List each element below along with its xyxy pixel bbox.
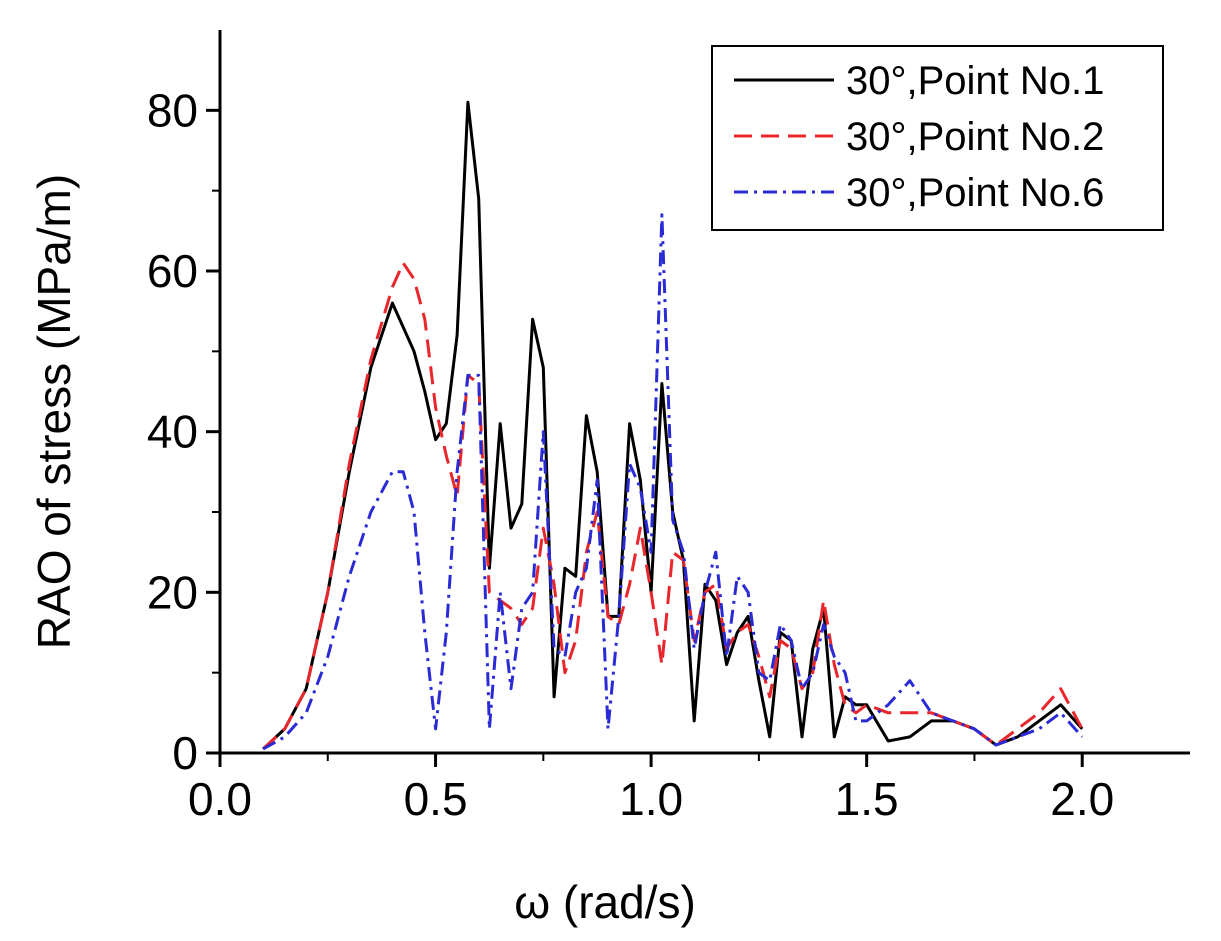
y-tick-label: 60 <box>147 245 198 297</box>
y-axis-title: RAO of stress (MPa/m) <box>28 174 80 649</box>
axes: 0.0 0.5 1.0 1.5 2.0 0 20 40 60 80 <box>147 30 1190 825</box>
y-tick-label: 0 <box>172 727 198 779</box>
x-tick-label: 1.0 <box>619 773 683 825</box>
series-3 <box>262 213 1084 751</box>
y-tick-label: 20 <box>147 566 198 618</box>
series-layer <box>262 100 1084 751</box>
x-axis-title: ω (rad/s) <box>514 876 696 928</box>
legend-label-3: 30°,Point No.6 <box>846 171 1104 215</box>
legend-box <box>711 45 1164 231</box>
series-1 <box>262 100 1084 751</box>
legend: 30°,Point No.1 30°,Point No.2 30°,Point No… <box>711 45 1164 231</box>
series-2 <box>262 261 1084 751</box>
x-tick-label: 2.0 <box>1050 773 1114 825</box>
y-tick-label: 40 <box>147 406 198 458</box>
legend-label-2: 30°,Point No.2 <box>846 115 1104 159</box>
legend-label-1: 30°,Point No.1 <box>846 59 1104 103</box>
series-line-3 <box>262 213 1084 751</box>
x-tick-label: 0.5 <box>404 773 468 825</box>
x-tick-label: 1.5 <box>835 773 899 825</box>
x-tick-label: 0.0 <box>188 773 252 825</box>
y-tick-label: 80 <box>147 84 198 136</box>
series-line-2 <box>262 261 1084 751</box>
series-line-1 <box>262 100 1084 751</box>
